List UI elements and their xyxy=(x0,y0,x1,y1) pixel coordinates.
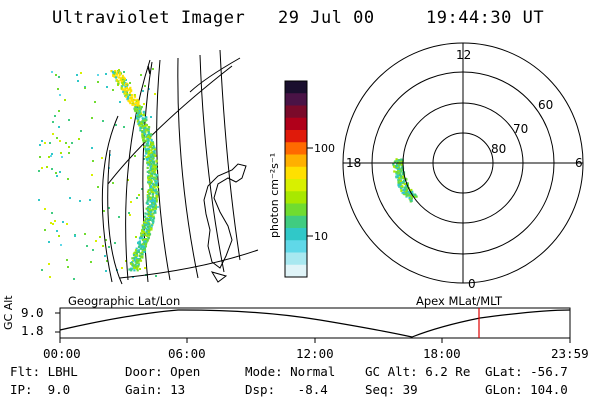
map-grid-lines xyxy=(101,49,259,285)
date-label: 29 Jul 00 xyxy=(278,8,375,28)
xtick-1200: 12:00 xyxy=(296,346,334,361)
xtick-0600: 06:00 xyxy=(168,346,206,361)
xtick-2359: 23:59 xyxy=(551,346,589,361)
colorbar-label: photon cm⁻²s⁻¹ xyxy=(268,153,281,238)
mlt-label-18: 18 xyxy=(346,156,361,170)
info-door: Door: Open xyxy=(125,364,201,379)
info-ip: IP: 9.0 xyxy=(10,382,71,397)
timeline-frame xyxy=(59,307,571,339)
timeline-ytick-top: 9.0 xyxy=(21,305,44,320)
altitude-curve xyxy=(59,309,571,338)
info-seq: Seq: 39 xyxy=(365,382,418,397)
mlt-label-0: 0 xyxy=(468,277,476,291)
time-label: 19:44:30 UT xyxy=(426,8,545,28)
app-title: Ultraviolet Imager xyxy=(52,8,246,28)
info-dsp: Dsp: -8.4 xyxy=(245,382,328,397)
info-glon: GLon: 104.0 xyxy=(485,382,568,397)
lat-label-60: 60 xyxy=(538,98,553,112)
timeline-ytick-bottom: 1.8 xyxy=(21,323,44,338)
coastline xyxy=(203,163,247,269)
info-gain: Gain: 13 xyxy=(125,382,186,397)
info-filter: Flt: LBHL xyxy=(10,364,78,379)
lat-label-70: 70 xyxy=(513,122,528,136)
timeline-left-title: Geographic Lat/Lon xyxy=(68,294,181,308)
mlt-label-6: 6 xyxy=(575,156,583,170)
info-gc-alt: GC Alt: 6.2 Re xyxy=(365,364,471,379)
colorbar-tick-10: 10 xyxy=(314,230,328,243)
mlt-label-12: 12 xyxy=(456,48,471,62)
info-glat: GLat: -56.7 xyxy=(485,364,568,379)
xtick-0000: 00:00 xyxy=(43,346,81,361)
polar-aurora-oval xyxy=(392,158,418,203)
map-aurora-oval xyxy=(110,70,159,272)
timeline-right-title: Apex MLat/MLT xyxy=(416,294,503,308)
xtick-1800: 18:00 xyxy=(423,346,461,361)
colorbar-tick-100: 100 xyxy=(314,142,335,155)
info-mode: Mode: Normal xyxy=(245,364,336,379)
lat-label-80: 80 xyxy=(491,142,506,156)
